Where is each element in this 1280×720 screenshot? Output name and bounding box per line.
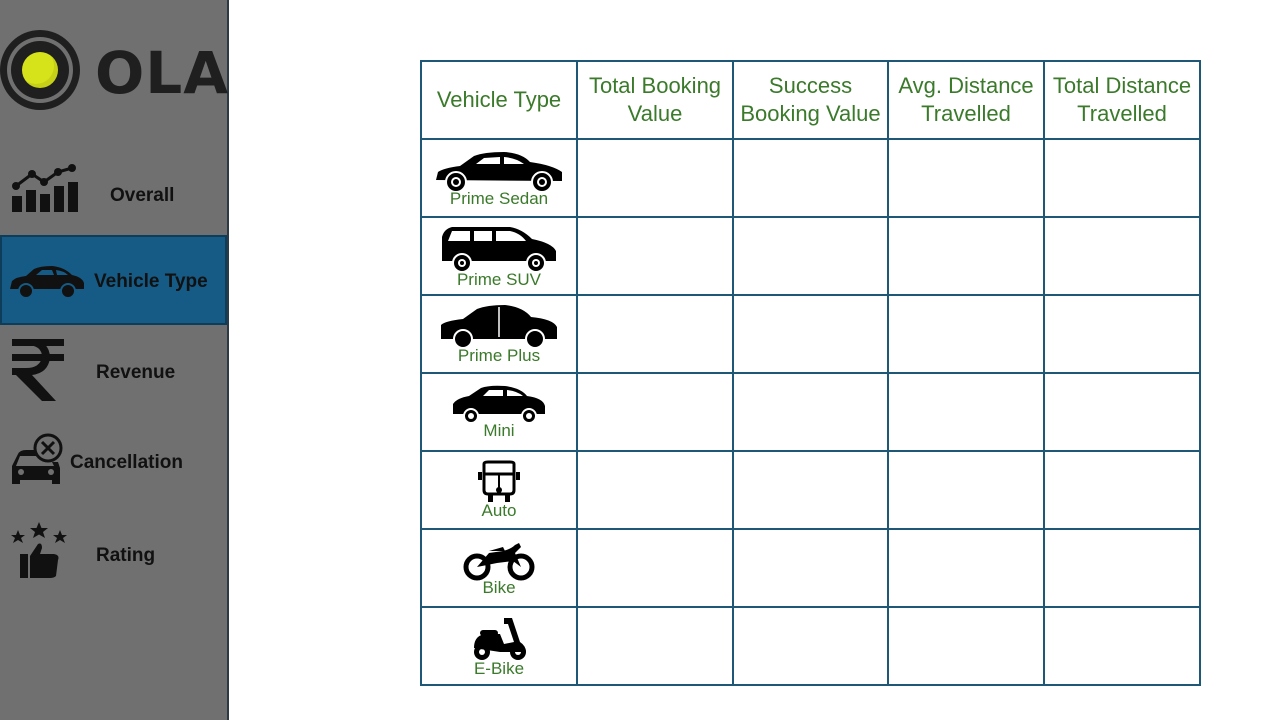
table-row: Mini [420, 372, 1201, 452]
total-booking-value-cell [576, 528, 734, 608]
avg-distance-cell [887, 372, 1045, 452]
column-header-avg-distance: Avg. Distance Travelled [887, 60, 1045, 140]
table-row: Prime Sedan [420, 138, 1201, 218]
rupee-icon [12, 339, 64, 401]
avg-distance-cell [887, 450, 1045, 530]
sidebar-item-label: Cancellation [70, 452, 183, 473]
sidebar-item-cancellation[interactable]: Cancellation [0, 420, 227, 510]
total-booking-value-cell [576, 138, 734, 218]
success-booking-value-cell [732, 606, 889, 686]
vehicle-label: Auto [481, 501, 517, 520]
motorbike-icon [463, 543, 535, 581]
sidebar-item-rating[interactable]: Rating [0, 512, 227, 602]
total-distance-cell [1043, 138, 1201, 218]
prime-plus-car-icon [441, 305, 557, 349]
ola-logo: OLA [0, 28, 230, 114]
total-distance-cell [1043, 372, 1201, 452]
vehicle-cell: Mini [420, 372, 578, 452]
sidebar-item-label: Rating [96, 545, 156, 566]
auto-rickshaw-icon [478, 460, 520, 502]
vehicle-cell: Auto [420, 450, 578, 530]
vehicle-cell: Prime Sedan [420, 138, 578, 218]
logo-dot-icon [22, 52, 58, 88]
vehicle-label: E-Bike [473, 659, 525, 678]
car-icon [10, 266, 84, 299]
sidebar-item-label: Vehicle Type [94, 271, 208, 292]
table-row: Bike [420, 528, 1201, 608]
scooter-icon [474, 618, 526, 660]
success-booking-value-cell [732, 372, 889, 452]
total-booking-value-cell [576, 216, 734, 296]
vehicle-cell: Prime Plus [420, 294, 578, 374]
avg-distance-cell [887, 294, 1045, 374]
avg-distance-cell [887, 216, 1045, 296]
sedan-icon [436, 152, 562, 192]
avg-distance-cell [887, 138, 1045, 218]
chart-icon [12, 164, 78, 212]
table-row: Auto [420, 450, 1201, 530]
avg-distance-cell [887, 606, 1045, 686]
table-row: E-Bike [420, 606, 1201, 686]
vehicle-cell: E-Bike [420, 606, 578, 686]
sidebar: OLA Overall Vehicle Type [0, 0, 229, 720]
table-row: Prime Plus [420, 294, 1201, 374]
car-cancel-icon [12, 433, 63, 484]
sidebar-item-revenue[interactable]: Revenue [0, 327, 227, 417]
vehicle-type-table: Vehicle Type Total Booking Value Success… [420, 60, 1201, 686]
avg-distance-cell [887, 528, 1045, 608]
table-header-row: Vehicle Type Total Booking Value Success… [420, 60, 1201, 140]
logo-text: OLA [95, 39, 230, 107]
column-header-vehicle-type: Vehicle Type [420, 60, 578, 140]
success-booking-value-cell [732, 450, 889, 530]
vehicle-label: Bike [482, 578, 516, 597]
suv-icon [442, 227, 556, 273]
vehicle-label: Prime Sedan [449, 189, 549, 208]
success-booking-value-cell [732, 138, 889, 218]
vehicle-label: Prime SUV [456, 270, 542, 289]
sidebar-item-label: Overall [110, 185, 175, 206]
table-row: Prime SUV [420, 216, 1201, 296]
column-header-total-booking-value: Total Booking Value [576, 60, 734, 140]
total-booking-value-cell [576, 450, 734, 530]
total-distance-cell [1043, 216, 1201, 296]
vehicle-cell: Bike [420, 528, 578, 608]
sidebar-item-overall[interactable]: Overall [0, 150, 227, 240]
thumbs-up-stars-icon [11, 522, 67, 578]
success-booking-value-cell [732, 216, 889, 296]
success-booking-value-cell [732, 528, 889, 608]
total-distance-cell [1043, 450, 1201, 530]
vehicle-cell: Prime SUV [420, 216, 578, 296]
sidebar-item-vehicle-type[interactable]: Vehicle Type [0, 235, 227, 325]
success-booking-value-cell [732, 294, 889, 374]
column-header-total-distance: Total Distance Travelled [1043, 60, 1201, 140]
total-distance-cell [1043, 528, 1201, 608]
total-booking-value-cell [576, 294, 734, 374]
total-distance-cell [1043, 294, 1201, 374]
hatchback-icon [453, 385, 545, 424]
vehicle-label: Prime Plus [457, 346, 541, 365]
vehicle-label: Mini [483, 421, 515, 440]
column-header-success-booking-value: Success Booking Value [732, 60, 889, 140]
total-distance-cell [1043, 606, 1201, 686]
sidebar-item-label: Revenue [96, 362, 176, 383]
total-booking-value-cell [576, 372, 734, 452]
total-booking-value-cell [576, 606, 734, 686]
